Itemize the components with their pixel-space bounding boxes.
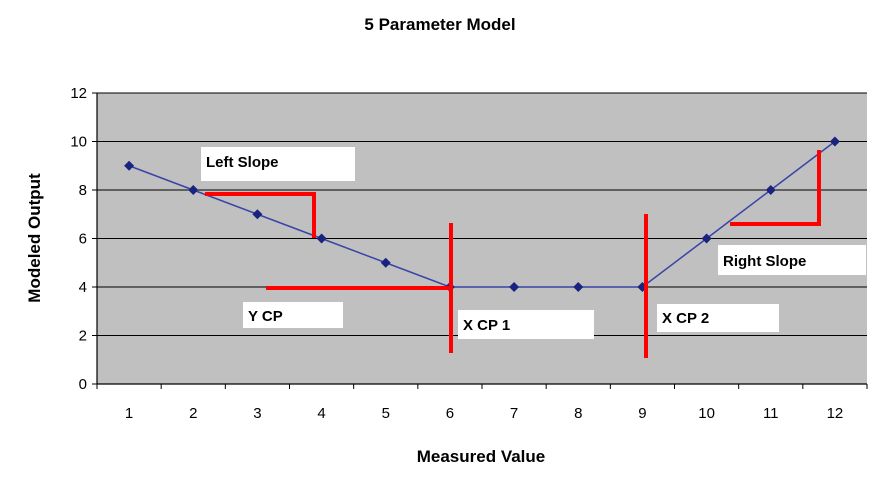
- annotation-marks: [205, 150, 821, 358]
- chart-title: 5 Parameter Model: [364, 15, 515, 34]
- y-tick-label: 0: [79, 376, 87, 393]
- x-cp-1-label-text: X CP 1: [463, 317, 510, 334]
- data-point: [380, 257, 391, 268]
- y-cp-label-box: [243, 302, 343, 328]
- y-axis-title: Modeled Output: [25, 173, 44, 303]
- data-point: [509, 282, 520, 292]
- series-line: [128, 140, 836, 288]
- x-tick-label: 1: [125, 405, 133, 422]
- x-ticks: 1 2 3 4 5 6 7 8 9 10 11 12: [96, 384, 868, 422]
- right-slope-label-box: [718, 245, 866, 275]
- x-tick-label: 11: [763, 405, 779, 422]
- y-ticks: 0 2 4 6 8 10 12: [70, 85, 97, 393]
- x-tick-label: 9: [638, 405, 646, 422]
- y-tick-label: 8: [79, 182, 87, 199]
- x-cp-1-label: X CP 1: [458, 310, 594, 339]
- x-axis-title: Measured Value: [417, 447, 546, 466]
- y-tick-label: 4: [79, 279, 87, 296]
- data-point: [316, 233, 327, 244]
- x-cp-1-label-box: [458, 310, 594, 339]
- left-slope-label-box: [201, 147, 355, 181]
- data-point: [188, 185, 199, 195]
- x-tick-label: 8: [574, 405, 582, 422]
- y-tick-label: 10: [70, 134, 87, 151]
- y-tick-label: 2: [79, 328, 87, 345]
- left-slope-mark: [205, 192, 316, 238]
- y-cp-label-text: Y CP: [248, 308, 283, 325]
- x-tick-label: 3: [253, 405, 261, 422]
- left-slope-label: Left Slope: [201, 147, 355, 181]
- data-point: [829, 136, 840, 147]
- x-tick-label: 2: [189, 405, 197, 422]
- y-tick-label: 12: [70, 85, 87, 102]
- x-cp-2-label: X CP 2: [657, 304, 779, 332]
- data-point: [573, 282, 584, 292]
- left-slope-label-text: Left Slope: [206, 154, 279, 171]
- x-tick-label: 10: [698, 405, 715, 422]
- x-tick-label: 12: [827, 405, 844, 422]
- x-cp-2-label-text: X CP 2: [662, 310, 709, 327]
- data-point: [252, 209, 263, 220]
- data-point: [765, 185, 776, 195]
- x-tick-label: 6: [446, 405, 454, 422]
- right-slope-mark: [730, 150, 821, 226]
- x-tick-label: 4: [317, 405, 325, 422]
- data-point: [124, 160, 135, 171]
- right-slope-label-text: Right Slope: [723, 253, 806, 270]
- x-tick-label: 5: [382, 405, 390, 422]
- data-point: [701, 233, 712, 244]
- right-slope-label: Right Slope: [718, 245, 866, 275]
- x-cp-2-label-box: [657, 304, 779, 332]
- x-tick-label: 7: [510, 405, 518, 422]
- y-cp-label: Y CP: [243, 302, 343, 328]
- y-tick-label: 6: [79, 231, 87, 248]
